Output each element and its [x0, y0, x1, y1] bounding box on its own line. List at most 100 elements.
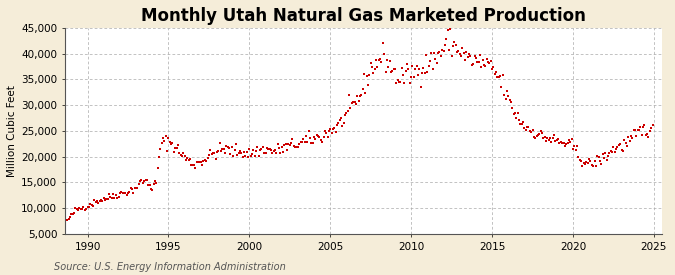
Point — [286, 141, 296, 145]
Point — [210, 156, 221, 161]
Point — [357, 87, 368, 92]
Y-axis label: Million Cubic Feet: Million Cubic Feet — [7, 85, 17, 177]
Point — [479, 63, 489, 67]
Point — [340, 113, 350, 117]
Point — [480, 64, 491, 68]
Point — [449, 40, 460, 44]
Point — [418, 66, 429, 70]
Point — [511, 116, 522, 120]
Point — [213, 149, 223, 153]
Point — [93, 201, 104, 206]
Point — [395, 80, 406, 84]
Point — [167, 141, 178, 146]
Point — [238, 150, 249, 154]
Point — [564, 138, 574, 142]
Point — [573, 155, 584, 160]
Point — [163, 136, 174, 141]
Point — [615, 142, 626, 147]
Point — [487, 67, 497, 71]
Point — [400, 69, 411, 73]
Point — [443, 48, 454, 52]
Point — [187, 163, 198, 167]
Point — [265, 147, 276, 152]
Point — [433, 50, 443, 55]
Point — [123, 191, 134, 195]
Point — [510, 110, 520, 115]
Point — [526, 130, 537, 134]
Point — [76, 207, 86, 211]
Point — [188, 163, 199, 167]
Point — [499, 93, 510, 97]
Point — [236, 151, 246, 155]
Point — [267, 151, 277, 155]
Point — [259, 151, 269, 156]
Point — [330, 130, 341, 134]
Point — [335, 116, 346, 120]
Point — [562, 141, 573, 145]
Point — [524, 129, 535, 133]
Point — [92, 199, 103, 204]
Point — [367, 65, 377, 70]
Point — [618, 148, 628, 153]
Point — [195, 160, 206, 165]
Point — [627, 136, 638, 141]
Point — [95, 199, 105, 204]
Point — [90, 200, 101, 205]
Point — [290, 145, 300, 149]
Point — [177, 153, 188, 158]
Point — [577, 164, 588, 169]
Point — [194, 160, 205, 164]
Point — [647, 123, 658, 127]
Point — [534, 132, 545, 136]
Point — [431, 61, 442, 65]
Point — [116, 190, 127, 194]
Point — [619, 138, 630, 142]
Point — [131, 186, 142, 191]
Point — [242, 154, 253, 159]
Point — [181, 157, 192, 162]
Point — [180, 153, 190, 158]
Point — [439, 43, 450, 47]
Point — [139, 178, 150, 183]
Point — [111, 192, 122, 197]
Point — [103, 197, 113, 201]
Point — [191, 160, 202, 164]
Point — [128, 191, 139, 195]
Point — [240, 154, 250, 158]
Point — [159, 139, 170, 144]
Point — [186, 163, 196, 167]
Point — [561, 142, 572, 146]
Point — [407, 64, 418, 68]
Point — [387, 68, 398, 73]
Point — [419, 71, 430, 75]
Point — [578, 160, 589, 165]
Point — [306, 140, 317, 145]
Point — [483, 59, 493, 64]
Point — [283, 141, 294, 146]
Point — [273, 146, 284, 150]
Point — [353, 99, 364, 103]
Point — [222, 145, 233, 150]
Point — [308, 135, 319, 139]
Point — [538, 135, 549, 140]
Point — [588, 164, 599, 168]
Point — [385, 70, 396, 75]
Point — [88, 204, 99, 208]
Point — [151, 180, 162, 185]
Point — [277, 150, 288, 154]
Point — [198, 159, 209, 164]
Point — [161, 133, 171, 138]
Point — [610, 150, 620, 154]
Point — [612, 145, 623, 149]
Point — [643, 135, 654, 140]
Point — [569, 143, 580, 148]
Point — [234, 149, 245, 153]
Point — [371, 58, 381, 62]
Point — [122, 193, 132, 197]
Point — [623, 134, 634, 139]
Point — [638, 125, 649, 130]
Point — [250, 149, 261, 153]
Point — [576, 159, 587, 163]
Point — [637, 133, 647, 137]
Point — [223, 145, 234, 150]
